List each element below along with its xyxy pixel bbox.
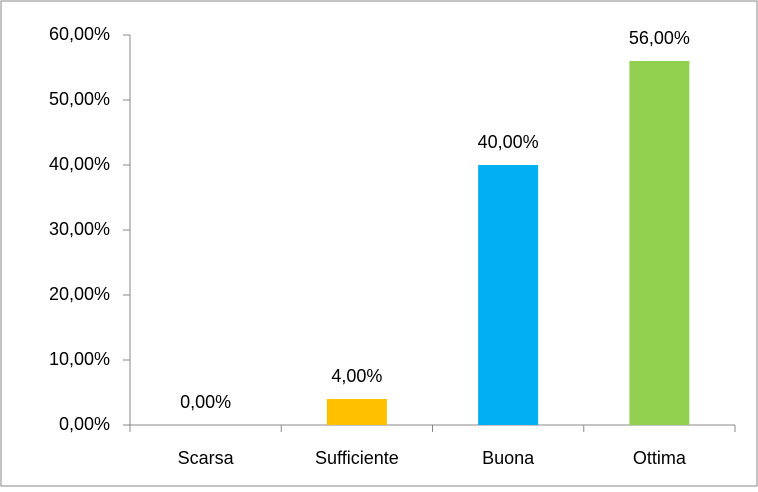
- value-label: 4,00%: [331, 366, 382, 386]
- x-tick-label: Sufficiente: [315, 448, 399, 468]
- value-label: 56,00%: [629, 28, 690, 48]
- y-tick-label: 50,00%: [49, 89, 110, 109]
- y-tick-label: 40,00%: [49, 154, 110, 174]
- y-tick-label: 30,00%: [49, 219, 110, 239]
- bar: [478, 165, 539, 425]
- x-tick-label: Buona: [482, 448, 535, 468]
- x-tick-label: Scarsa: [178, 448, 235, 468]
- y-tick-label: 20,00%: [49, 284, 110, 304]
- value-label: 0,00%: [180, 392, 231, 412]
- bar: [629, 61, 690, 425]
- x-tick-label: Ottima: [633, 448, 687, 468]
- value-label: 40,00%: [478, 132, 539, 152]
- y-tick-label: 60,00%: [49, 24, 110, 44]
- y-tick-label: 0,00%: [59, 414, 110, 434]
- y-tick-label: 10,00%: [49, 349, 110, 369]
- bar: [326, 399, 387, 425]
